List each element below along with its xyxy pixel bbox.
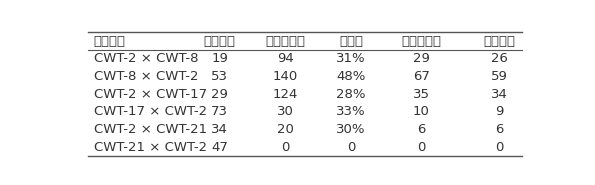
Text: CWT-8 × CWT-2: CWT-8 × CWT-2 <box>94 70 198 83</box>
Text: 9: 9 <box>496 105 504 118</box>
Text: 6: 6 <box>496 123 504 136</box>
Text: 124: 124 <box>273 88 298 101</box>
Text: 48%: 48% <box>336 70 366 83</box>
Text: 67: 67 <box>413 70 430 83</box>
Text: 19: 19 <box>211 52 228 65</box>
Text: 0: 0 <box>417 141 425 154</box>
Text: 정식개체수: 정식개체수 <box>402 35 441 48</box>
Text: CWT-21 × CWT-2: CWT-21 × CWT-2 <box>94 141 207 154</box>
Text: 73: 73 <box>211 105 228 118</box>
Text: 29: 29 <box>211 88 228 101</box>
Text: 채종종자수: 채종종자수 <box>265 35 305 48</box>
Text: 30: 30 <box>277 105 294 118</box>
Text: 34: 34 <box>211 123 228 136</box>
Text: 20: 20 <box>277 123 294 136</box>
Text: 31%: 31% <box>336 52 366 65</box>
Text: 0: 0 <box>281 141 290 154</box>
Text: 47: 47 <box>211 141 228 154</box>
Text: 교배조합: 교배조합 <box>94 35 126 48</box>
Text: CWT-17 × CWT-2: CWT-17 × CWT-2 <box>94 105 207 118</box>
Text: 0: 0 <box>496 141 504 154</box>
Text: CWT-2 × CWT-21: CWT-2 × CWT-21 <box>94 123 207 136</box>
Text: 33%: 33% <box>336 105 366 118</box>
Text: 발아율: 발아율 <box>339 35 363 48</box>
Text: 28%: 28% <box>336 88 366 101</box>
Text: 29: 29 <box>413 52 430 65</box>
Text: 6: 6 <box>417 123 425 136</box>
Text: 53: 53 <box>211 70 228 83</box>
Text: 10: 10 <box>413 105 430 118</box>
Text: 94: 94 <box>277 52 294 65</box>
Text: 교배화수: 교배화수 <box>203 35 236 48</box>
Text: 26: 26 <box>491 52 508 65</box>
Text: 34: 34 <box>491 88 508 101</box>
Text: 보유개체: 보유개체 <box>484 35 516 48</box>
Text: 35: 35 <box>413 88 430 101</box>
Text: 30%: 30% <box>336 123 366 136</box>
Text: 0: 0 <box>347 141 355 154</box>
Text: 140: 140 <box>273 70 298 83</box>
Text: CWT-2 × CWT-17: CWT-2 × CWT-17 <box>94 88 207 101</box>
Text: CWT-2 × CWT-8: CWT-2 × CWT-8 <box>94 52 198 65</box>
Text: 59: 59 <box>491 70 508 83</box>
